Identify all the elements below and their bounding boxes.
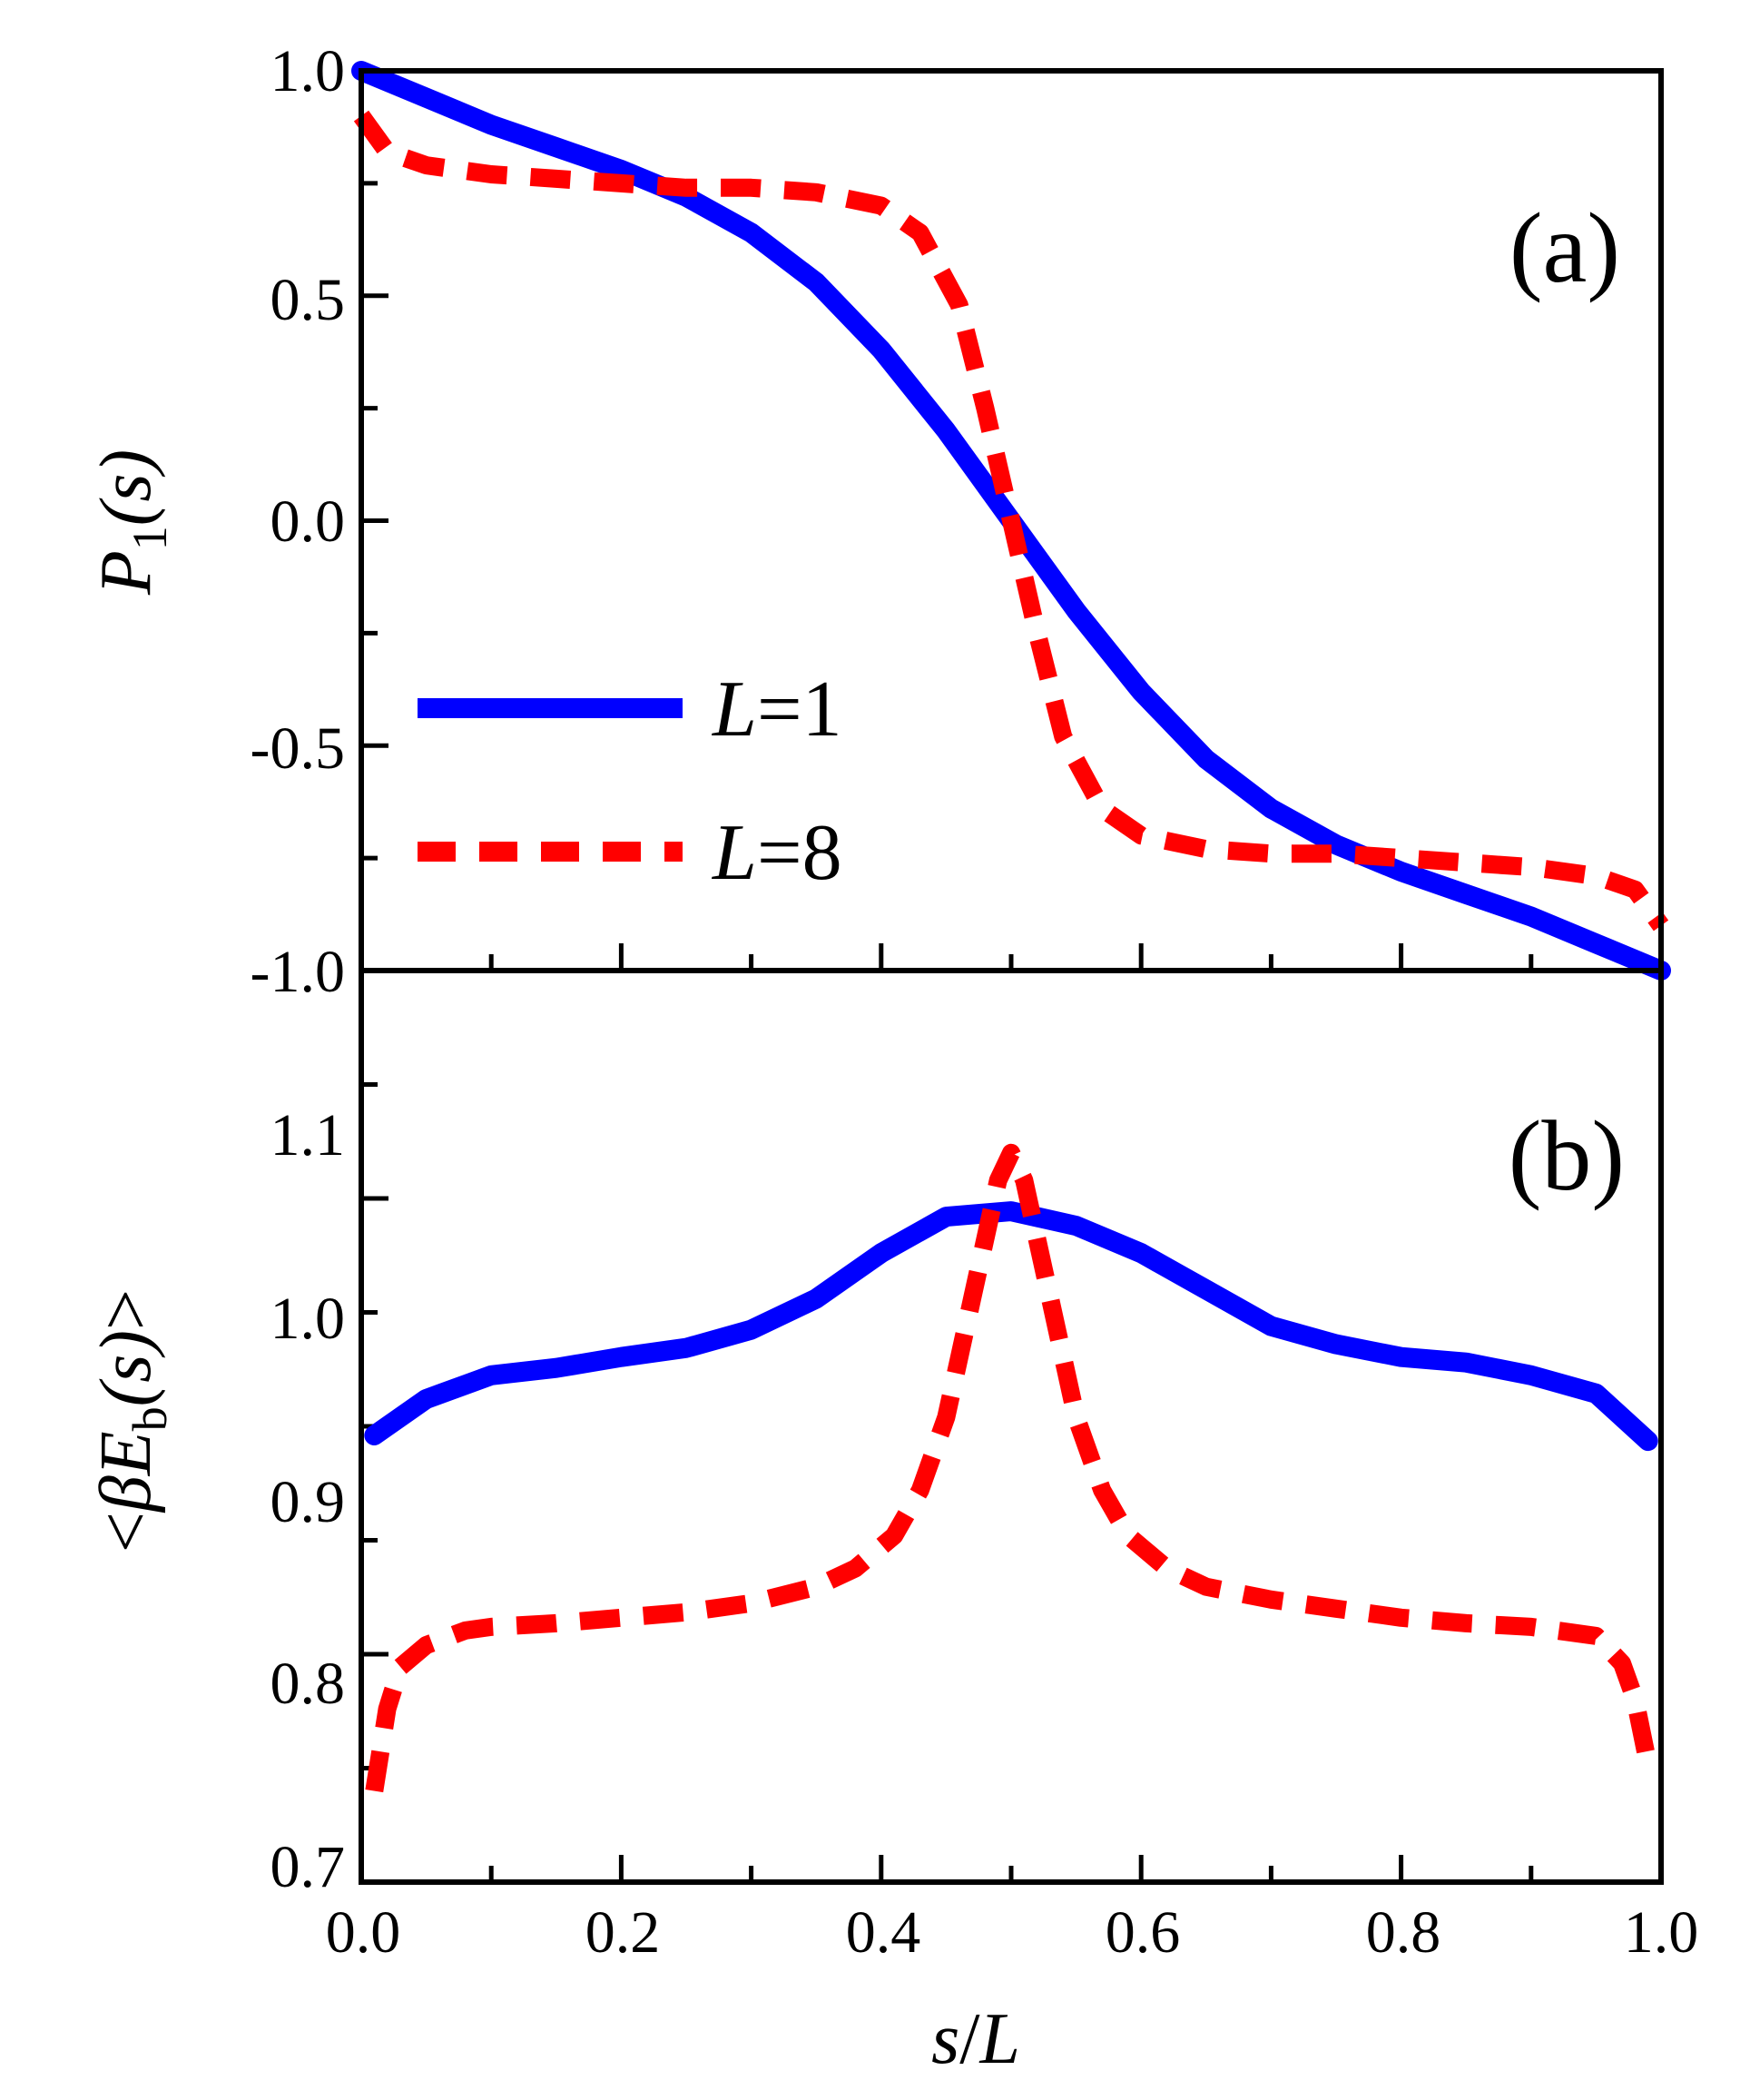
xtick-1: 0.0 [326, 1899, 401, 1966]
panel-a-series [351, 61, 1671, 981]
legend: L=1 L=8 [418, 665, 842, 897]
panel-b-ylabel-beta: β [86, 1475, 166, 1513]
xtick-6: 1.0 [1624, 1899, 1699, 1966]
svg-text:P1(s): P1(s) [86, 449, 177, 596]
panel-a-ylabel-sub: 1 [123, 526, 177, 550]
panel-b-frame [359, 968, 1664, 1885]
panel-b-ytick-4: 0.8 [270, 1651, 346, 1717]
xtick-4: 0.6 [1106, 1899, 1181, 1966]
xtick-2: 0.2 [585, 1899, 661, 1966]
panel-a-ytick-2: 0.5 [270, 267, 346, 333]
svg-text:<βEb(s)>: <βEb(s)> [86, 1289, 177, 1553]
panel-b-series-l1-line [364, 1201, 1658, 1452]
legend-l1-label: L=1 [711, 665, 842, 754]
panel-a-ylabel: P1(s) [86, 449, 177, 596]
xtick-5: 0.8 [1366, 1899, 1441, 1966]
xtick-3: 0.4 [846, 1899, 921, 1966]
panel-a-ytick-4: -0.5 [251, 715, 345, 782]
panel-b-ticks [361, 1082, 1534, 1882]
panel-a-ytick-1: 1.0 [270, 38, 346, 104]
panel-a-label: (a) [1509, 192, 1620, 303]
panel-a-ytick-5: -1.0 [251, 939, 345, 1005]
panel-b-ylabel: <βEb(s)> [86, 1289, 177, 1553]
panel-b-ylabel-main: E [86, 1431, 166, 1476]
legend-l8-label: L=8 [711, 809, 842, 897]
x-axis-label: s/L [931, 1999, 1020, 2079]
panel-b-ytick-3: 0.9 [270, 1469, 346, 1535]
panel-a: 1.0 0.5 0.0 -0.5 -1.0 (a) P1(s) L=1 L=8 [86, 38, 1671, 1005]
panel-b-ytick-2: 1.0 [270, 1286, 346, 1352]
panel-b-ylabel-sub: b [123, 1406, 177, 1431]
panel-b-ytick-5: 0.7 [270, 1834, 346, 1900]
panel-b-label: (b) [1509, 1100, 1625, 1211]
panel-a-ylabel-main: P [86, 550, 166, 596]
panel-b-ylabel-gt: > [86, 1289, 166, 1330]
panel-a-ylabel-arg: (s) [86, 449, 166, 526]
panel-b-ylabel-arg: (s) [86, 1330, 166, 1406]
panel-b-series-l8-line [365, 1143, 1657, 1793]
panel-a-ytick-3: 0.0 [270, 488, 346, 555]
panel-b: 1.1 1.0 0.9 0.8 0.7 0.0 0.2 0.4 0.6 0.8 … [86, 968, 1699, 2079]
panel-a-series-l8-line [353, 110, 1669, 932]
panel-b-series [364, 1143, 1658, 1793]
panel-b-ylabel-lt: < [86, 1512, 166, 1553]
panel-b-ytick-1: 1.1 [270, 1102, 346, 1168]
